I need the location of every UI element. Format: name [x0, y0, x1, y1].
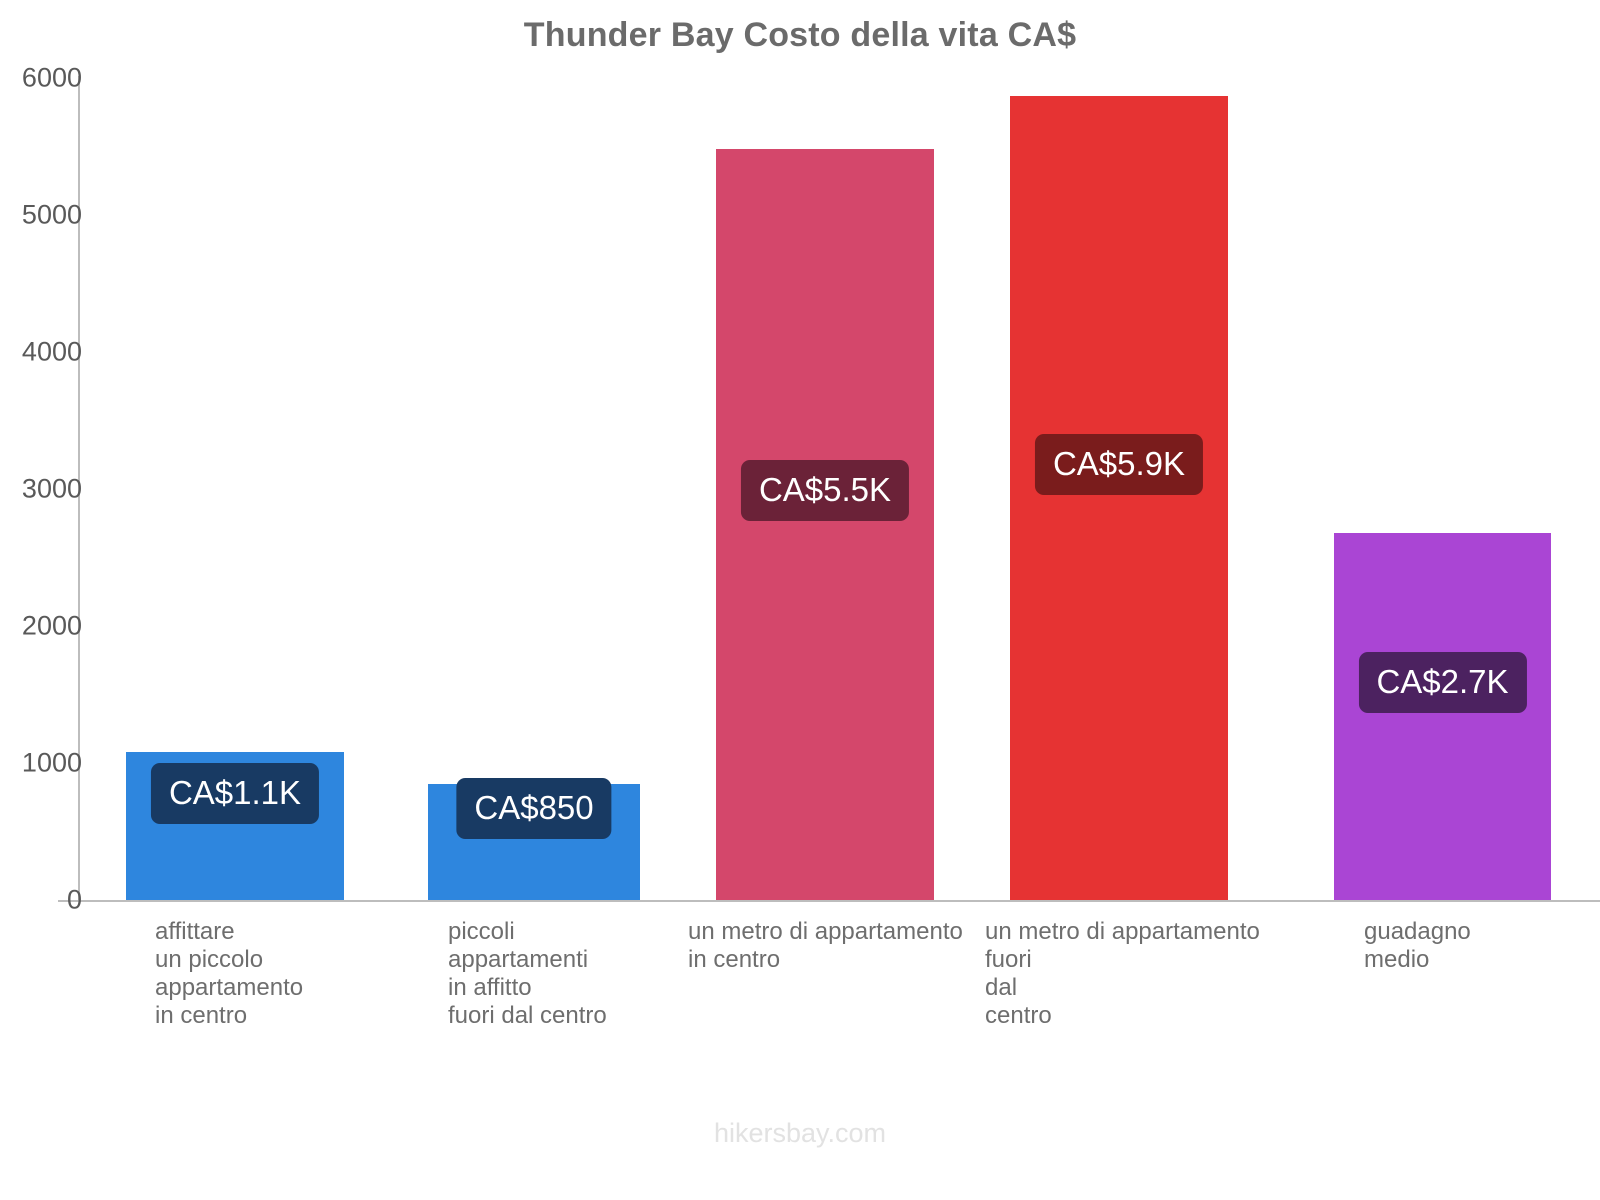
bar-3[interactable] — [716, 149, 934, 900]
x-axis-label-5: guadagno medio — [1364, 918, 1471, 973]
bar-value-label-5: CA$2.7K — [1358, 652, 1527, 713]
y-axis-tick-5000: 5000 — [21, 199, 82, 230]
footer-watermark: hikersbay.com — [713, 1118, 887, 1148]
bars-layer: CA$1.1K CA$850 CA$5.5K CA$5.9K CA$2.7K — [126, 95, 1551, 900]
bar-value-label-1: CA$1.1K — [150, 763, 320, 824]
x-axis-label-4: un metro di appartamento fuori dal centr… — [985, 918, 1260, 1029]
bar-value-label-4: CA$5.9K — [1034, 434, 1204, 495]
y-axis-tick-2000: 2000 — [21, 610, 82, 641]
x-axis-label-3: un metro di appartamento in centro — [688, 918, 963, 973]
y-axis-tick-0: 0 — [66, 884, 82, 915]
bar-value-label-2: CA$850 — [456, 778, 612, 839]
y-axis-tick-4000: 4000 — [21, 336, 82, 367]
x-axis-label-2: piccoli appartamenti in affitto fuori da… — [448, 918, 607, 1029]
bar-4[interactable] — [1010, 95, 1228, 900]
bar-value-label-3: CA$5.5K — [740, 460, 910, 521]
bar-5[interactable] — [1334, 532, 1551, 900]
y-axis-tick-6000: 6000 — [21, 62, 82, 93]
x-axis-category-labels: affittare un piccolo appartamento in cen… — [0, 918, 1600, 1098]
x-axis-line — [58, 900, 1600, 902]
y-axis-tick-3000: 3000 — [21, 473, 82, 504]
y-axis-tick-1000: 1000 — [21, 747, 82, 778]
y-axis-line — [78, 76, 80, 902]
x-axis-label-1: affittare un piccolo appartamento in cen… — [155, 918, 304, 1029]
page-title: Thunder Bay Costo della vita CA$ — [523, 16, 1077, 54]
